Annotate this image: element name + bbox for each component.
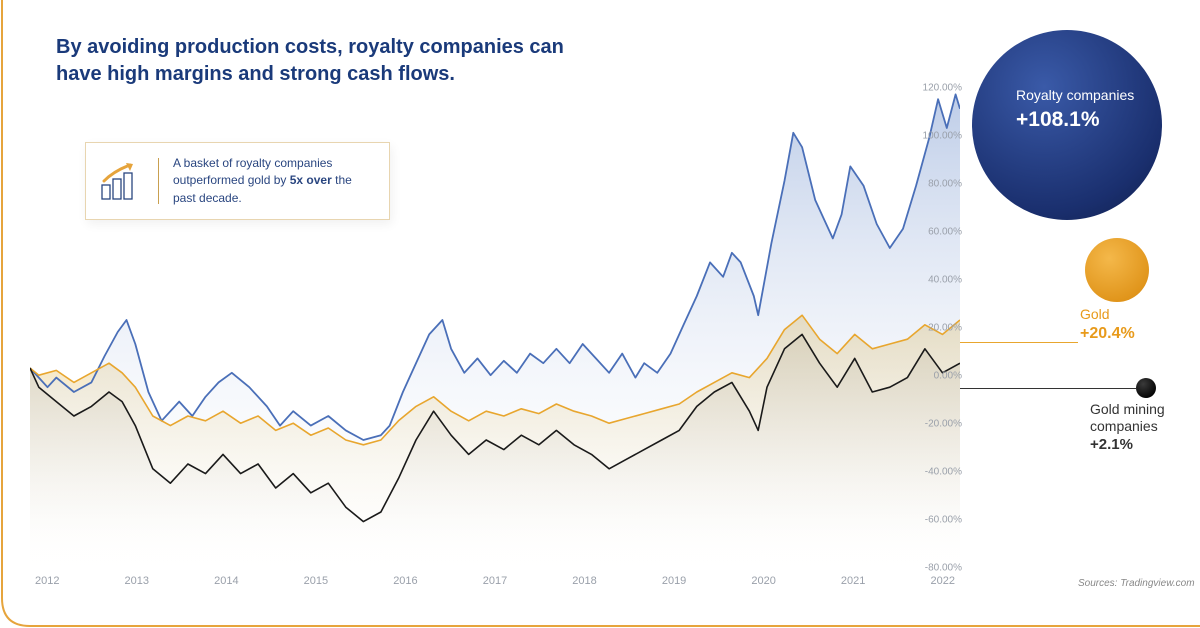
x-tick: 2015 <box>304 575 328 587</box>
y-tick: -60.00% <box>925 515 962 526</box>
y-tick: 60.00% <box>928 227 962 238</box>
y-tick: 40.00% <box>928 275 962 286</box>
x-tick: 2013 <box>125 575 149 587</box>
mining-bubble <box>1136 378 1156 398</box>
royalty-label: Royalty companies +108.1% <box>1016 86 1134 133</box>
y-tick: 120.00% <box>923 83 962 94</box>
x-tick: 2016 <box>393 575 417 587</box>
y-tick: -40.00% <box>925 467 962 478</box>
x-tick: 2019 <box>662 575 686 587</box>
y-tick: -20.00% <box>925 419 962 430</box>
x-tick: 2021 <box>841 575 865 587</box>
royalty-area <box>30 94 960 570</box>
x-axis-labels: 2012 2013 2014 2015 2016 2017 2018 2019 2020 2021… <box>35 575 955 587</box>
gold-leader-line <box>960 342 1078 343</box>
y-tick: 0.00% <box>934 371 962 382</box>
x-tick: 2022 <box>930 575 954 587</box>
y-tick: 20.00% <box>928 323 962 334</box>
y-tick: -80.00% <box>925 563 962 574</box>
x-tick: 2012 <box>35 575 59 587</box>
y-tick: 80.00% <box>928 179 962 190</box>
gold-bubble <box>1085 238 1149 302</box>
mining-leader-line <box>960 388 1136 389</box>
x-tick: 2018 <box>572 575 596 587</box>
mining-label: Gold mining companies +2.1% <box>1090 401 1165 454</box>
y-tick: 100.00% <box>923 131 962 142</box>
x-tick: 2017 <box>483 575 507 587</box>
x-tick: 2014 <box>214 575 238 587</box>
x-tick: 2020 <box>751 575 775 587</box>
performance-chart <box>30 70 960 590</box>
source-attribution: Sources: Tradingview.com <box>1078 578 1195 589</box>
gold-label: Gold +20.4% <box>1080 306 1135 344</box>
